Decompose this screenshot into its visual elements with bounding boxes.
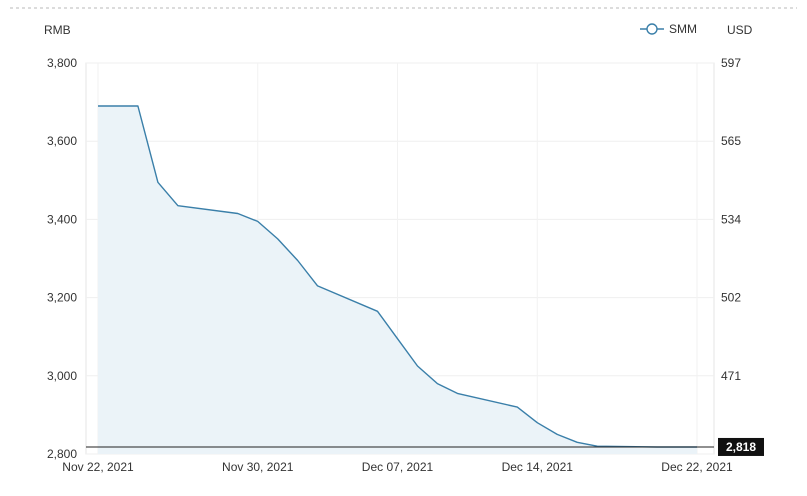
last-value-badge (718, 437, 764, 456)
data-point[interactable] (434, 381, 440, 387)
legend-marker-icon (646, 23, 658, 35)
y-left-tick-label: 3,600 (47, 134, 77, 148)
data-point[interactable] (594, 443, 600, 449)
data-point[interactable] (95, 103, 101, 109)
y-left-tick-label: 3,200 (47, 291, 77, 305)
data-point[interactable] (415, 363, 421, 369)
data-point[interactable] (534, 420, 540, 426)
y-right-tick-label: 565 (721, 134, 741, 148)
data-point[interactable] (115, 103, 121, 109)
data-point[interactable] (175, 203, 181, 209)
data-point[interactable] (255, 218, 261, 224)
data-point[interactable] (235, 211, 241, 217)
last-value-label: 2,818 (726, 440, 756, 454)
data-point[interactable] (454, 390, 460, 396)
y-left-unit-label: RMB (44, 23, 71, 37)
y-right-tick-label: 597 (721, 56, 741, 70)
data-point[interactable] (574, 439, 580, 445)
x-tick-label: Dec 22, 2021 (661, 460, 733, 474)
y-left-tick-label: 2,800 (47, 447, 77, 461)
x-tick-label: Dec 14, 2021 (502, 460, 574, 474)
y-left-tick-label: 3,400 (47, 212, 77, 226)
series-area-fill (98, 106, 697, 454)
x-tick-label: Dec 07, 2021 (362, 460, 434, 474)
y-right-tick-label: 471 (721, 369, 741, 383)
data-point[interactable] (514, 404, 520, 410)
y-left-tick-label: 3,800 (47, 56, 77, 70)
x-tick-label: Nov 30, 2021 (222, 460, 294, 474)
y-left-tick-label: 3,000 (47, 369, 77, 383)
legend[interactable]: SMM (640, 22, 697, 36)
data-point[interactable] (295, 258, 301, 264)
x-tick-label: Nov 22, 2021 (62, 460, 134, 474)
y-right-unit-label: USD (727, 23, 753, 37)
data-point[interactable] (275, 236, 281, 242)
y-right-tick-label: 534 (721, 212, 741, 226)
data-point[interactable] (554, 431, 560, 437)
data-point[interactable] (375, 308, 381, 314)
data-point[interactable] (315, 283, 321, 289)
y-right-tick-label: 502 (721, 291, 741, 305)
series-line-smm[interactable] (98, 105, 697, 448)
legend-label-smm: SMM (669, 22, 697, 36)
data-point[interactable] (395, 336, 401, 342)
data-point[interactable] (135, 103, 141, 109)
data-point[interactable] (155, 179, 161, 185)
